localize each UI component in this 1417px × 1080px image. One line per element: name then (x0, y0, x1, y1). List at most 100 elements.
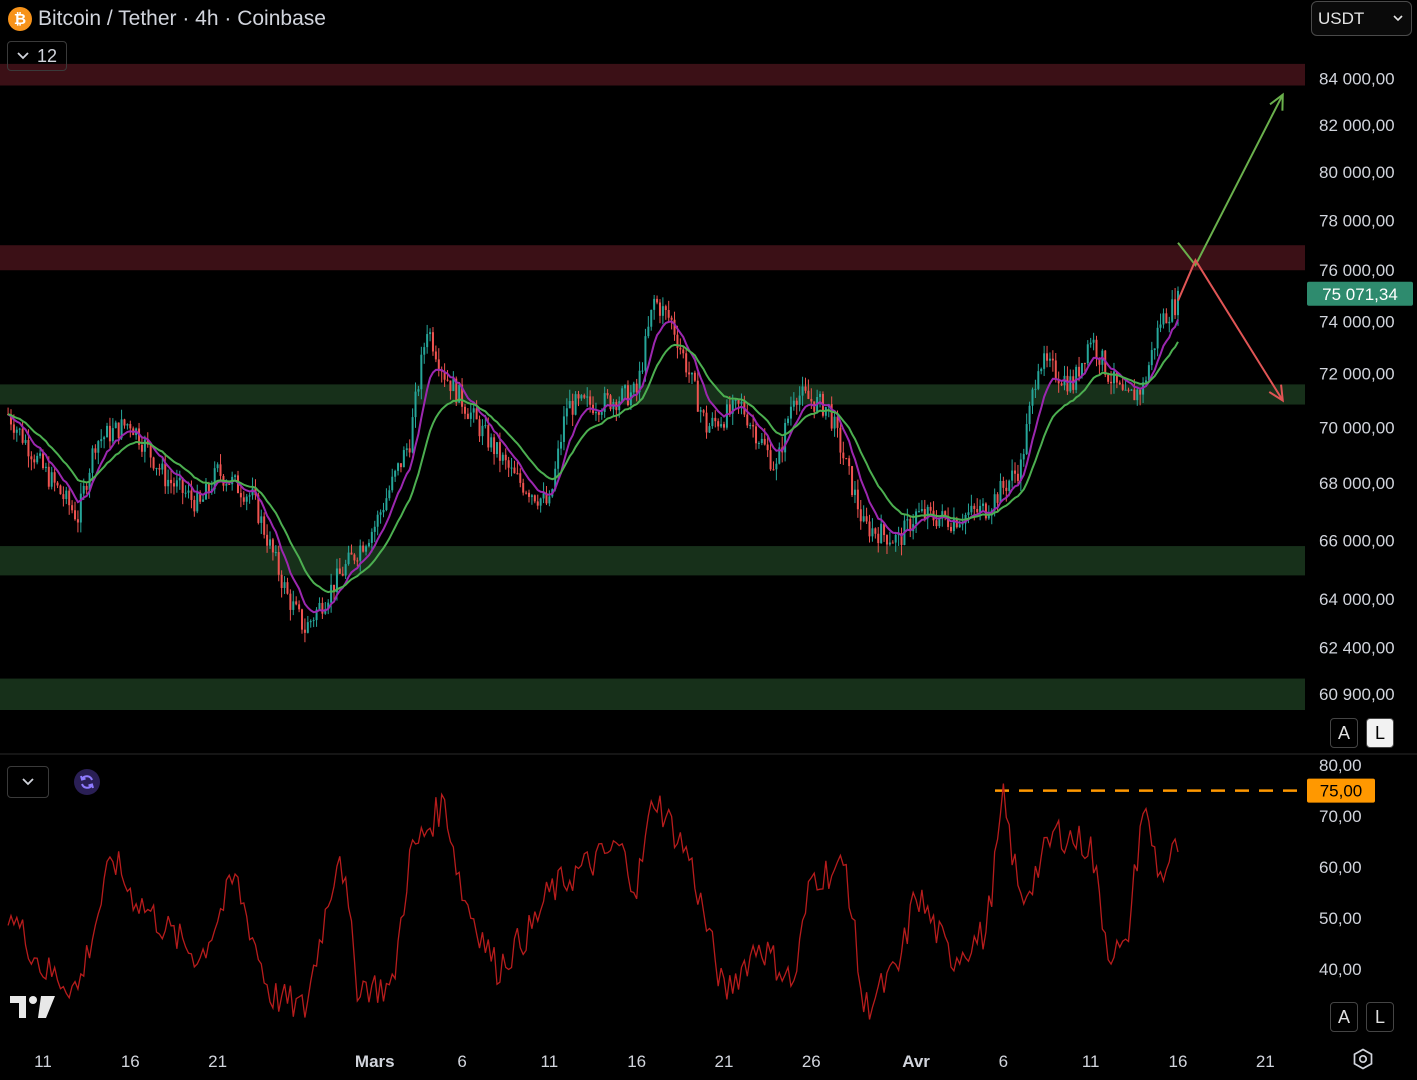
candle-body-down (696, 380, 699, 412)
candle-body-up (1168, 321, 1171, 324)
candle-body-down (810, 398, 813, 402)
candle-body-down (12, 424, 15, 433)
candle-body-up (731, 400, 734, 414)
candle-body-down (851, 466, 854, 496)
candle-body-up (880, 523, 883, 544)
candle-body-down (257, 495, 260, 523)
indicator-collapse-button[interactable] (7, 766, 49, 798)
candle-body-up (452, 378, 455, 392)
symbol-title[interactable]: Bitcoin / Tether · 4h · Coinbase (38, 7, 326, 30)
candle-body-up (65, 490, 68, 500)
candle-body-down (839, 427, 842, 453)
candle-body-up (36, 455, 39, 463)
candle-body-down (944, 511, 947, 518)
candle-body-down (536, 501, 539, 506)
candle-body-up (993, 494, 996, 511)
resistance-zone (0, 245, 1305, 271)
candle-body-up (359, 545, 362, 561)
candle-body-down (466, 413, 469, 419)
candle-body-up (690, 372, 693, 375)
candle-body-down (1115, 371, 1118, 383)
candle-body-up (594, 412, 597, 414)
price-axis-tick: 78 000,00 (1319, 212, 1395, 231)
candle-body-up (248, 495, 251, 497)
candle-body-down (845, 458, 848, 460)
candle-body-down (27, 439, 30, 457)
candle-body-down (664, 306, 667, 311)
interval-selector[interactable]: 12 (7, 41, 67, 71)
candle-body-down (1054, 360, 1057, 380)
candle-body-up (1112, 371, 1115, 384)
candle-body-down (513, 467, 516, 474)
candle-body-down (545, 493, 548, 504)
candle-body-down (746, 414, 749, 426)
candle-body-up (888, 542, 891, 545)
candle-body-up (496, 442, 498, 455)
candle-body-down (71, 505, 74, 511)
candle-body-down (94, 448, 97, 453)
currency-select[interactable]: USDT (1311, 1, 1412, 36)
candle-body-up (344, 564, 347, 576)
candle-body-up (1028, 405, 1031, 425)
candle-body-up (367, 542, 370, 547)
candle-body-down (53, 472, 56, 483)
candle-body-down (74, 510, 77, 520)
candle-body-up (711, 417, 714, 427)
auto-scale-button[interactable]: A (1330, 718, 1358, 748)
candle-body-up (126, 424, 129, 426)
candle-body-up (18, 428, 21, 430)
candle-body-up (405, 448, 408, 451)
candle-body-up (565, 408, 568, 417)
candle-body-up (987, 515, 990, 519)
candle-body-down (1139, 389, 1142, 395)
candle-body-down (1118, 382, 1121, 385)
candle-body-down (682, 349, 685, 354)
candle-body-down (528, 492, 531, 497)
candle-body-down (795, 400, 798, 405)
candle-body-up (917, 511, 920, 513)
candle-body-down (1057, 379, 1060, 384)
last-price-label (1307, 281, 1413, 306)
indicator-log-scale-button[interactable]: L (1366, 1002, 1394, 1032)
candle-body-up (819, 393, 822, 398)
candle-body-up (111, 428, 114, 442)
settings-gear-icon[interactable] (1350, 1046, 1376, 1072)
price-axis-tick: 64 000,00 (1319, 590, 1395, 609)
candle-body-up (1075, 366, 1078, 390)
candle-body-up (787, 418, 790, 423)
candle-body-down (1078, 366, 1081, 377)
candle-body-up (999, 480, 1002, 503)
candle-body-down (589, 396, 592, 405)
candle-body-down (33, 459, 36, 463)
candle-body-down (519, 473, 522, 483)
candle-body-up (568, 400, 571, 409)
candle-body-down (242, 497, 245, 502)
candle-body-down (434, 351, 437, 360)
candle-body-up (586, 396, 589, 398)
candle-body-up (1034, 388, 1037, 390)
candle-body-up (621, 388, 624, 402)
candle-body-down (737, 399, 740, 404)
candle-body-up (315, 609, 318, 621)
log-scale-button[interactable]: L (1366, 718, 1394, 748)
candle-body-up (120, 419, 123, 439)
candle-body-up (501, 454, 504, 461)
candle-body-up (103, 437, 106, 440)
support-zone (0, 546, 1305, 576)
candle-body-up (1025, 424, 1028, 455)
candle-body-up (312, 620, 315, 622)
candle-body-down (280, 574, 283, 589)
candle-body-up (1136, 389, 1139, 401)
candle-body-down (140, 444, 143, 452)
refresh-icon[interactable] (74, 769, 100, 795)
candle-body-up (530, 495, 533, 497)
candle-body-down (859, 509, 862, 522)
candle-body-down (676, 334, 679, 348)
candle-body-down (842, 452, 845, 459)
rsi-axis-tick: 40,00 (1319, 960, 1362, 979)
candle-body-down (341, 573, 344, 576)
candle-body-down (755, 426, 758, 444)
indicator-auto-scale-button[interactable]: A (1330, 1002, 1358, 1032)
candle-body-up (429, 332, 432, 335)
